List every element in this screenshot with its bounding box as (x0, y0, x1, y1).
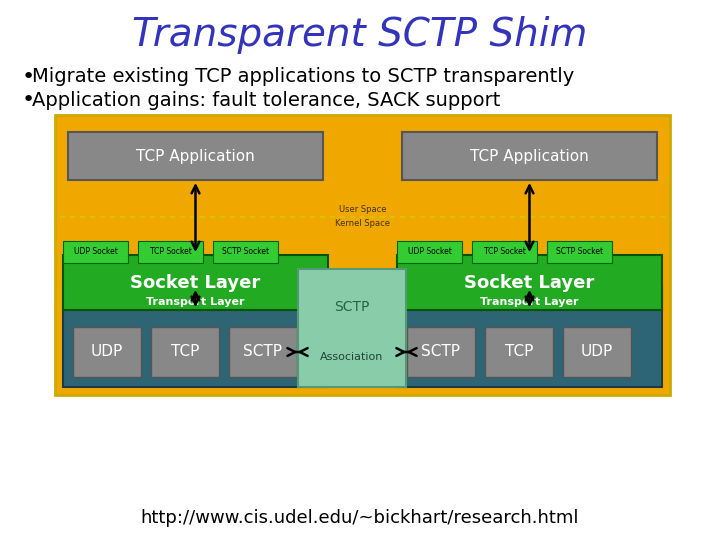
Bar (298, 269, 406, 387)
Bar (563, 327, 631, 377)
Bar (63, 255, 328, 310)
Text: TCP Socket: TCP Socket (150, 247, 192, 256)
Text: UDP Socket: UDP Socket (408, 247, 451, 256)
Bar (397, 287, 662, 387)
Text: User Space: User Space (338, 206, 386, 214)
Text: http://www.cis.udel.edu/~bickhart/research.html: http://www.cis.udel.edu/~bickhart/resear… (140, 509, 580, 527)
Text: Transparent SCTP Shim: Transparent SCTP Shim (132, 16, 588, 54)
Bar (73, 327, 141, 377)
Text: Association: Association (320, 353, 384, 362)
Bar (213, 241, 278, 263)
Text: TCP Socket: TCP Socket (484, 247, 526, 256)
Text: SCTP Socket: SCTP Socket (222, 247, 269, 256)
Text: TCP Application: TCP Application (470, 148, 589, 164)
Text: SCTP Socket: SCTP Socket (556, 247, 603, 256)
Text: SCTP: SCTP (243, 345, 282, 360)
Bar (397, 255, 662, 310)
Bar (68, 132, 323, 180)
Text: TCP: TCP (505, 345, 534, 360)
Bar (229, 327, 297, 377)
Text: SCTP: SCTP (421, 345, 461, 360)
Text: Socket Layer: Socket Layer (464, 273, 595, 292)
Text: TCP Application: TCP Application (136, 148, 255, 164)
Bar (63, 241, 128, 263)
Text: Migrate existing TCP applications to SCTP transparently: Migrate existing TCP applications to SCT… (32, 68, 575, 86)
Bar (138, 241, 203, 263)
Bar (472, 241, 537, 263)
Bar (151, 327, 219, 377)
Bar (485, 327, 553, 377)
Text: •: • (22, 67, 35, 87)
Text: UDP: UDP (581, 345, 613, 360)
Bar (63, 287, 328, 387)
Text: •: • (22, 90, 35, 110)
Text: Transport Layer: Transport Layer (146, 297, 245, 307)
Text: Application gains: fault tolerance, SACK support: Application gains: fault tolerance, SACK… (32, 91, 500, 110)
Text: UDP: UDP (91, 345, 123, 360)
Bar (55, 115, 670, 395)
Bar (407, 327, 475, 377)
Text: UDP Socket: UDP Socket (73, 247, 117, 256)
Bar (402, 132, 657, 180)
Bar (397, 241, 462, 263)
Text: Socket Layer: Socket Layer (130, 273, 261, 292)
Text: SCTP: SCTP (334, 300, 369, 314)
Text: Transport Layer: Transport Layer (480, 297, 579, 307)
Bar (547, 241, 612, 263)
Text: TCP: TCP (171, 345, 199, 360)
Text: Kernel Space: Kernel Space (335, 219, 390, 228)
